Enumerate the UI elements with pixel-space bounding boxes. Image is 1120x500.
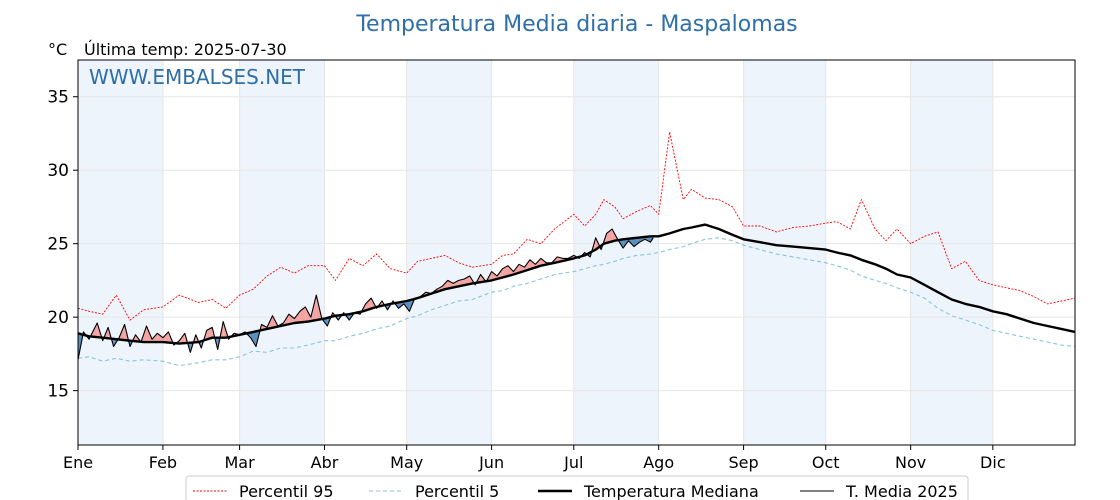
anomaly-fill [305,306,311,322]
month-band [910,60,993,445]
y-axis: 15 20 25 30 35 [47,88,78,402]
series-lines [77,131,1076,367]
y-tick-label: 25 [47,235,69,255]
unit-label: °C [48,40,67,59]
y-tick-label: 20 [47,308,69,328]
x-tick-label: Ene [63,453,93,472]
anomaly-fill [288,314,295,325]
x-tick-label: Abr [311,453,339,472]
plot-area-frame [77,59,1076,446]
last-temp-label: Última temp: 2025-07-30 [84,40,287,59]
y-tick-label: 35 [47,88,69,108]
watermark: WWW.EMBALSES.NET [89,65,306,89]
legend-label-p5: Percentil 5 [415,482,499,500]
legend-label-p95: Percentil 95 [239,482,334,500]
x-tick-label: May [390,453,423,472]
x-tick-label: Jul [563,453,583,472]
anomaly-fill [634,237,640,247]
x-axis: Ene Feb Mar Abr May Jun Jul Ago Sep Oct Nov Dic [63,445,1006,472]
legend: Percentil 95 Percentil 5 Temperatura Media… [185,475,969,500]
month-band [573,60,659,445]
anomaly-fills [78,229,654,360]
anomaly-fill [294,311,300,323]
month-bands [78,60,993,445]
x-tick-label: Nov [895,453,926,472]
x-tick-label: Sep [729,453,759,472]
chart-title: Temperatura Media diaria - Maspalomas [355,12,797,37]
series-line-p95 [77,131,1076,321]
anomaly-fill [508,265,514,276]
month-band [239,60,325,445]
anomaly-fill [206,327,213,340]
x-tick-label: Oct [812,453,840,472]
y-tick-label: 30 [47,161,69,181]
anomaly-fill [157,333,163,343]
series-line-current [77,228,654,360]
y-tick-label: 15 [47,382,69,402]
anomaly-fill [502,265,508,278]
anomaly-fill [250,331,256,347]
x-tick-label: Feb [149,453,177,472]
series-line-p5 [77,237,1076,367]
anomaly-fill [162,331,169,343]
legend-box [185,475,969,500]
anomaly-fill [365,298,372,311]
x-tick-label: Dic [980,453,1006,472]
month-band [406,60,492,445]
month-band [743,60,826,445]
anomaly-fill [524,259,530,271]
x-tick-label: Jun [478,453,504,472]
x-tick-label: Ago [643,453,674,472]
month-band [78,60,163,445]
legend-label-current: T. Media 2025 [845,482,958,500]
x-tick-label: Mar [225,453,256,472]
series-line-median [77,223,1076,345]
legend-label-median: Temperatura Mediana [583,482,759,500]
